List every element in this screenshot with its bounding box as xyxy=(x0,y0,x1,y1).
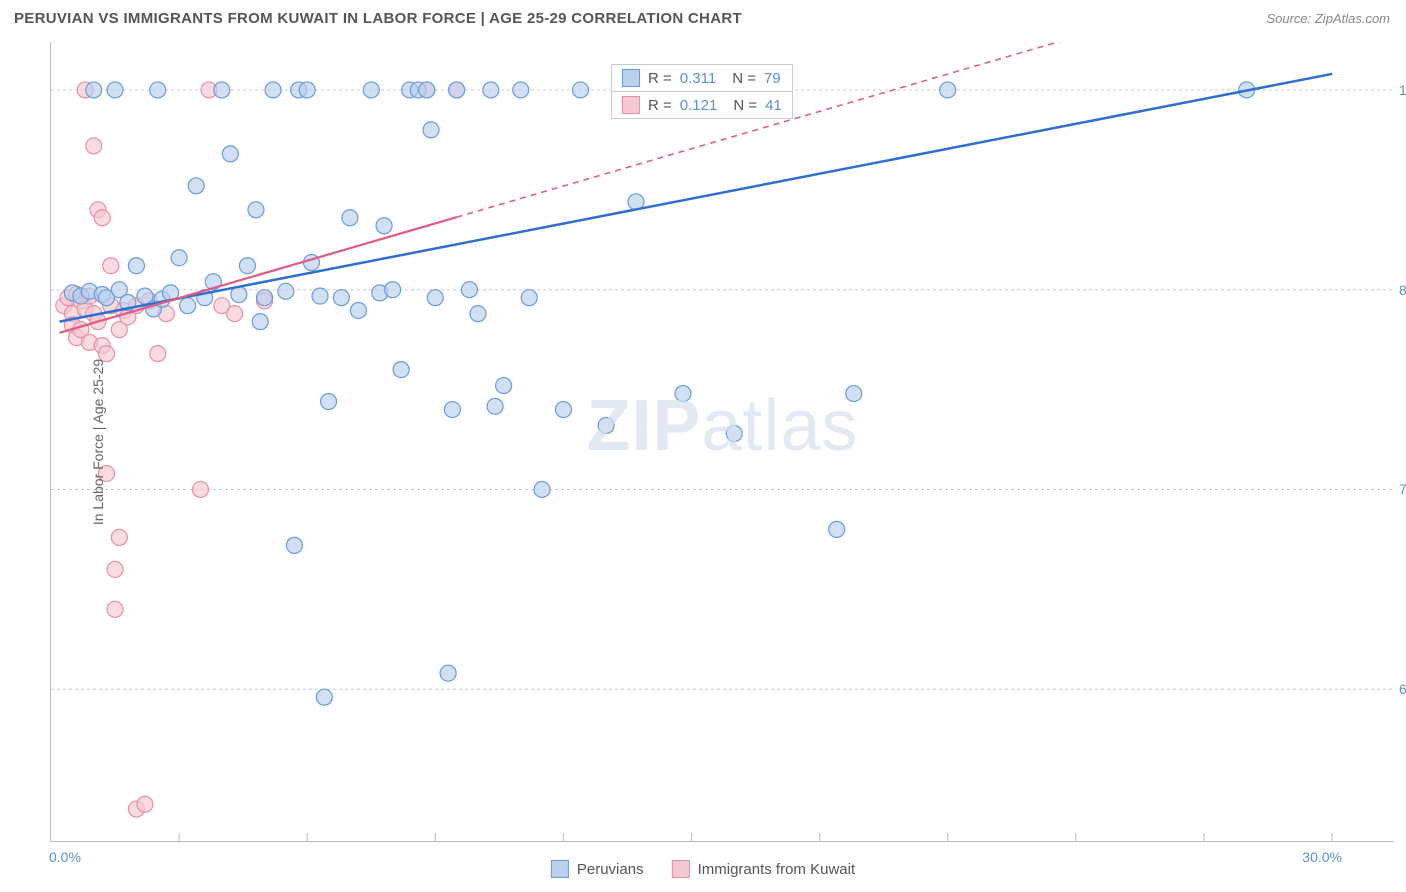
r-value-peruvians: 0.311 xyxy=(680,70,716,87)
y-tick-label: 87.5% xyxy=(1399,282,1406,298)
y-tick-label: 75.0% xyxy=(1399,481,1406,497)
n-value-kuwait: 41 xyxy=(765,97,782,114)
correlation-stats-box: R = 0.311 N = 79 R = 0.121 N = 41 xyxy=(611,64,793,119)
legend-label: Peruvians xyxy=(577,861,644,878)
scatter-plot-svg xyxy=(51,42,1394,841)
x-axis-min-label: 0.0% xyxy=(49,849,81,865)
stats-row-kuwait: R = 0.121 N = 41 xyxy=(612,91,792,118)
swatch-peruvians xyxy=(622,69,640,87)
y-tick-label: 100.0% xyxy=(1399,82,1406,98)
source-attribution: Source: ZipAtlas.com xyxy=(1266,11,1390,26)
legend-item-kuwait: Immigrants from Kuwait xyxy=(672,860,856,878)
chart-title: PERUVIAN VS IMMIGRANTS FROM KUWAIT IN LA… xyxy=(14,10,742,27)
swatch-kuwait xyxy=(622,96,640,114)
legend-item-peruvians: Peruvians xyxy=(551,860,644,878)
legend: Peruvians Immigrants from Kuwait xyxy=(551,860,855,878)
y-axis-title: In Labor Force | Age 25-29 xyxy=(90,358,106,524)
legend-label: Immigrants from Kuwait xyxy=(698,861,856,878)
swatch-peruvians xyxy=(551,860,569,878)
y-tick-label: 62.5% xyxy=(1399,681,1406,697)
header: PERUVIAN VS IMMIGRANTS FROM KUWAIT IN LA… xyxy=(0,0,1406,35)
r-label: R = xyxy=(648,70,672,87)
r-label: R = xyxy=(648,97,672,114)
x-axis-max-label: 30.0% xyxy=(1302,849,1342,865)
r-value-kuwait: 0.121 xyxy=(680,97,718,114)
chart-plot-area: In Labor Force | Age 25-29 62.5%75.0%87.… xyxy=(50,42,1394,842)
n-label: N = xyxy=(733,97,757,114)
swatch-kuwait xyxy=(672,860,690,878)
stats-row-peruvians: R = 0.311 N = 79 xyxy=(612,65,792,91)
n-label: N = xyxy=(732,70,756,87)
n-value-peruvians: 79 xyxy=(764,70,781,87)
